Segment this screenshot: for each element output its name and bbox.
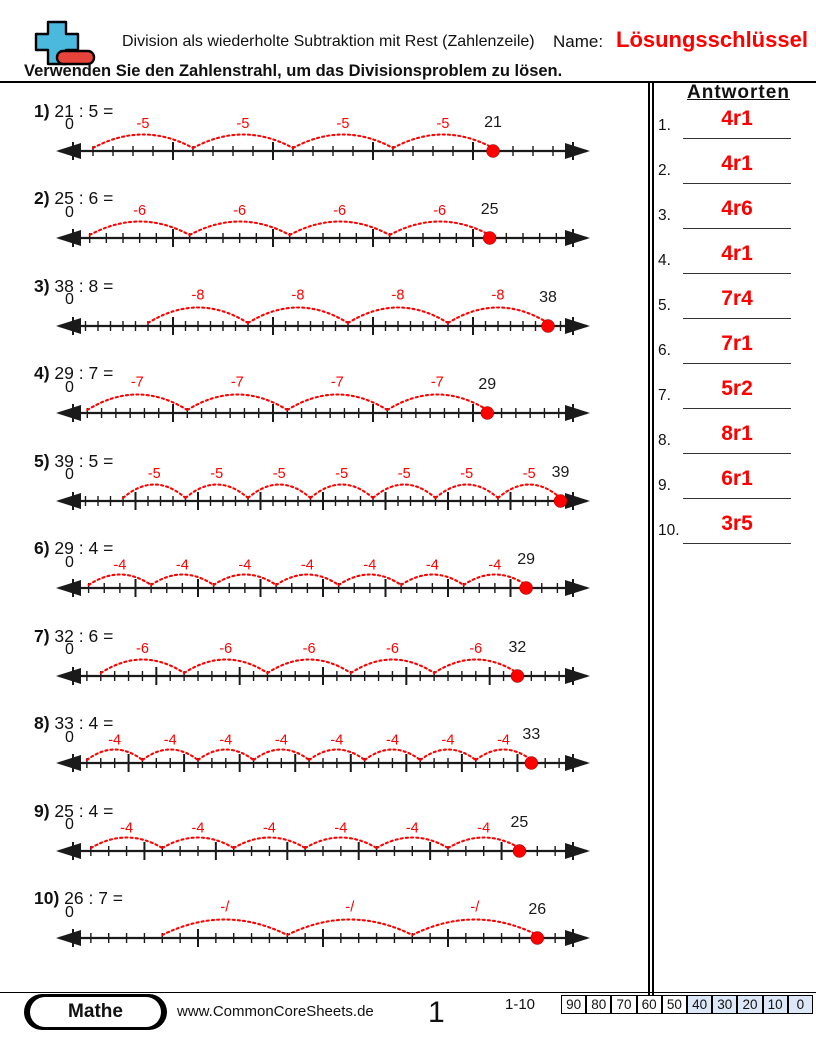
svg-text:29: 29	[517, 551, 535, 568]
svg-text:-4: -4	[334, 820, 347, 836]
svg-text:-/: -/	[345, 900, 355, 916]
svg-text:-5: -5	[210, 466, 223, 482]
svg-text:-6: -6	[233, 203, 246, 219]
svg-text:-5: -5	[237, 116, 250, 132]
svg-text:-6: -6	[469, 641, 482, 657]
svg-text:-6: -6	[303, 641, 316, 657]
svg-text:-4: -4	[263, 820, 276, 836]
svg-text:-6: -6	[133, 203, 146, 219]
svg-text:-5: -5	[337, 116, 350, 132]
svg-text:-5: -5	[398, 466, 411, 482]
svg-text:-4: -4	[363, 558, 376, 574]
svg-text:-8: -8	[392, 287, 405, 303]
svg-text:-5: -5	[523, 466, 536, 482]
svg-text:26: 26	[528, 901, 546, 918]
svg-text:-4: -4	[301, 558, 314, 574]
svg-text:-4: -4	[192, 820, 205, 836]
svg-text:-7: -7	[131, 375, 144, 391]
svg-text:-4: -4	[238, 558, 251, 574]
svg-text:-5: -5	[273, 466, 286, 482]
svg-text:-4: -4	[477, 820, 490, 836]
svg-text:-6: -6	[386, 641, 399, 657]
svg-text:32: 32	[509, 639, 527, 656]
svg-text:-4: -4	[120, 820, 133, 836]
svg-text:-5: -5	[437, 116, 450, 132]
svg-text:-7: -7	[231, 375, 244, 391]
svg-text:-4: -4	[442, 733, 455, 749]
svg-text:-5: -5	[335, 466, 348, 482]
svg-text:-4: -4	[176, 558, 189, 574]
svg-text:33: 33	[522, 726, 540, 743]
svg-text:-4: -4	[426, 558, 439, 574]
svg-text:29: 29	[478, 376, 496, 393]
svg-text:-6: -6	[136, 641, 149, 657]
svg-text:25: 25	[511, 814, 529, 831]
svg-text:-5: -5	[148, 466, 161, 482]
svg-text:38: 38	[539, 289, 557, 306]
svg-text:39: 39	[552, 464, 570, 481]
svg-text:25: 25	[481, 201, 499, 218]
svg-text:-7: -7	[331, 375, 344, 391]
svg-text:21: 21	[484, 114, 502, 131]
svg-text:-4: -4	[488, 558, 501, 574]
svg-text:-4: -4	[275, 733, 288, 749]
svg-text:-6: -6	[333, 203, 346, 219]
svg-text:-5: -5	[460, 466, 473, 482]
svg-text:-8: -8	[492, 287, 505, 303]
svg-text:-4: -4	[219, 733, 232, 749]
svg-text:-/: -/	[470, 900, 480, 916]
svg-text:-/: -/	[220, 900, 230, 916]
svg-text:-5: -5	[137, 116, 150, 132]
svg-text:-4: -4	[406, 820, 419, 836]
svg-text:-4: -4	[164, 733, 177, 749]
svg-text:-4: -4	[113, 558, 126, 574]
svg-text:-8: -8	[292, 287, 305, 303]
svg-text:-4: -4	[386, 733, 399, 749]
svg-text:-4: -4	[108, 733, 121, 749]
svg-text:-7: -7	[431, 375, 444, 391]
svg-text:-8: -8	[192, 287, 205, 303]
svg-text:-4: -4	[497, 733, 510, 749]
svg-text:-4: -4	[330, 733, 343, 749]
svg-text:-6: -6	[219, 641, 232, 657]
svg-text:-6: -6	[433, 203, 446, 219]
